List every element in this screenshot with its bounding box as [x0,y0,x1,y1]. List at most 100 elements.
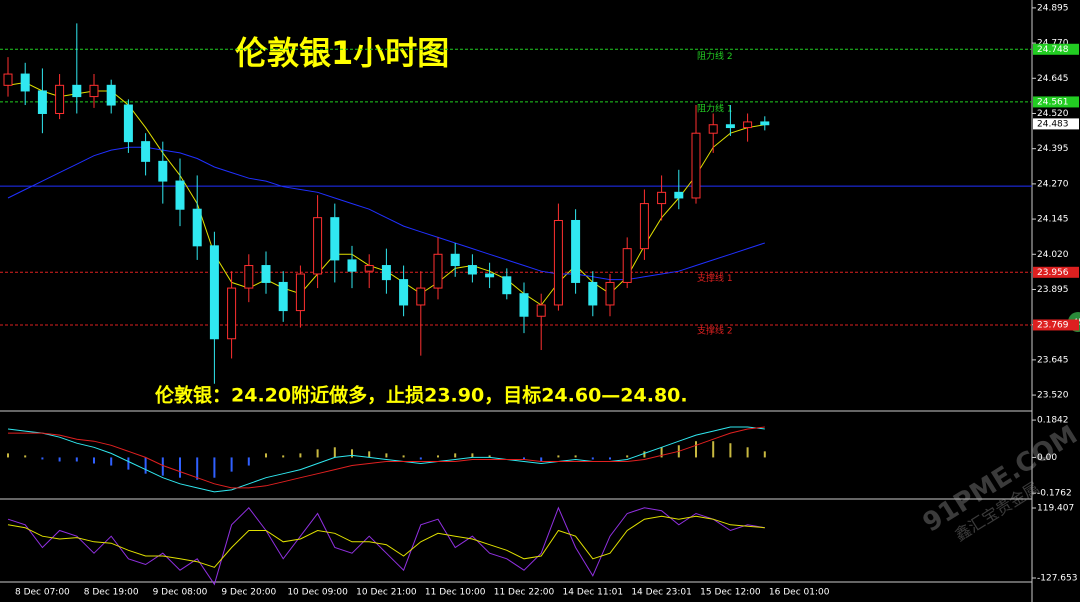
level-box-label: 24.561 [1037,97,1069,107]
candle-body [433,253,443,289]
histogram-bar [75,457,78,462]
histogram-bar [695,441,697,458]
histogram-bar [144,457,147,474]
y-tick-label: 24.145 [1037,215,1069,225]
histogram-bar [419,457,422,460]
candle-body [261,265,271,283]
candle-body [227,287,237,340]
y-tick-label: 24.895 [1037,3,1069,13]
histogram-bar [746,447,749,458]
x-tick-label: 10 Dec 21:00 [356,588,417,598]
y-tick-label: 24.020 [1037,250,1069,260]
level-box [1033,266,1079,278]
histogram-bar [402,455,405,458]
histogram-bar [247,457,250,466]
candle-body [330,217,340,261]
candle-body [725,124,735,129]
histogram-bar [58,457,61,462]
candle-body [553,219,563,306]
y-tick-label: 24.770 [1037,39,1069,49]
histogram-bar [591,457,594,460]
histogram-bar [7,453,9,458]
histogram-bar [265,453,267,458]
level-box-label: 23.769 [1037,320,1069,330]
series-line [7,146,765,281]
candle-body [674,191,684,199]
y-tick-label: 23.645 [1037,355,1069,365]
series-line [7,515,765,568]
histogram-bar [333,447,336,458]
histogram-bar [540,457,543,462]
histogram-bar [299,453,302,458]
histogram-bar [127,457,130,470]
level-name: 阻力线 1 [697,102,733,114]
histogram-bar [368,451,371,458]
candle-body [141,141,151,162]
y-tick-label: 24.645 [1037,74,1069,84]
candle-body [622,248,632,283]
histogram-bar [351,449,353,458]
y-tick-label: -0.1762 [1037,489,1072,499]
level-box-label: 24.748 [1037,45,1069,55]
x-tick-label: 10 Dec 09:00 [287,588,348,598]
y-tick-label: 0.1842 [1037,416,1069,426]
candle-body [450,253,460,267]
price-box [1033,118,1079,130]
histogram-bar [161,457,164,476]
x-tick-label: 9 Dec 20:00 [221,588,276,598]
level-box [1033,96,1079,108]
x-tick-label: 9 Dec 08:00 [153,588,208,598]
candle-body [743,121,753,129]
candle-body [313,217,323,275]
histogram-bar [557,455,560,458]
histogram-bar [574,455,577,458]
candle-body [295,273,305,312]
histogram-bar [763,451,766,458]
y-tick-label: 24.520 [1037,109,1069,119]
histogram-bar [110,457,113,466]
candle-body [158,160,168,182]
candle-body [72,84,82,98]
histogram-bar [179,457,181,478]
y-tick-label: 23.895 [1037,285,1069,295]
x-tick-label: 14 Dec 11:01 [563,588,624,598]
x-tick-label: 8 Dec 19:00 [84,588,139,598]
histogram-bar [230,457,233,472]
candle-body [536,304,546,317]
candle-body [588,281,598,306]
candle-body [244,265,254,289]
histogram-bar [609,457,611,460]
x-tick-label: 11 Dec 22:00 [494,588,555,598]
candle-body [192,208,202,247]
candle-body [399,279,409,306]
y-tick-label: 119.407 [1037,503,1074,513]
candle-body [760,121,770,126]
candle-body [605,281,615,306]
candle-body [278,281,288,312]
candle-body [381,265,391,281]
watermark: 91PME.COM 鑫汇宝贵金属 [918,420,1080,545]
x-tick-label: 15 Dec 12:00 [700,588,761,598]
series-line [7,506,765,586]
y-tick-label: -127.653 [1037,573,1077,583]
histogram-bar [196,457,199,480]
histogram-bar [523,457,525,460]
histogram-bar [41,457,44,460]
annotation: 伦敦银：24.20附近做多，止损23.90，目标24.60—24.80. [155,384,688,407]
histogram-bar [385,453,388,458]
histogram-bar [213,457,216,478]
x-tick-label: 8 Dec 07:00 [15,588,70,598]
candle-body [502,276,512,295]
candle-body [519,293,529,317]
histogram-bar [626,455,629,458]
histogram-bar [24,455,27,458]
candle-body [657,191,667,205]
histogram-bar [643,451,646,458]
histogram-bar [437,455,439,458]
x-tick-label: 16 Dec 01:00 [769,588,830,598]
series-line [7,426,765,493]
candle-body [3,73,13,86]
level-name: 阻力线 2 [697,50,733,62]
candle-body [639,203,649,250]
